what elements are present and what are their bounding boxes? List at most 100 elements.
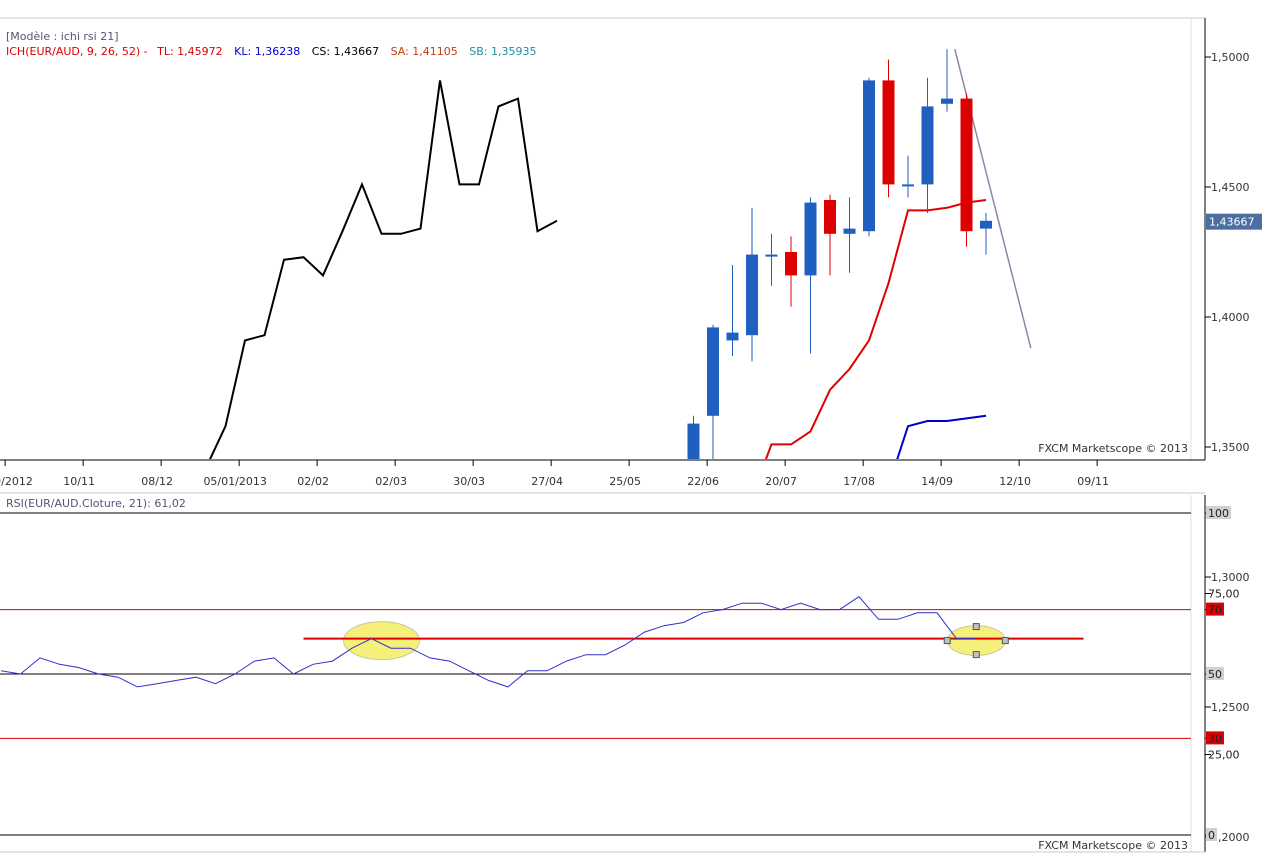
cloud-segment xyxy=(538,616,558,759)
cloud-segment xyxy=(616,655,636,728)
ichimoku-cloud xyxy=(11,525,1240,775)
candle-body xyxy=(765,254,778,257)
candle-body xyxy=(610,652,622,657)
rsi-axis: 100 75,00 70 50 30 25,00 0 xyxy=(1205,506,1240,842)
rsi-tick-label: 70 xyxy=(1208,604,1222,617)
cloud-segment xyxy=(869,723,889,752)
candle-body xyxy=(395,587,407,589)
model-label: [Modèle : ichi rsi 21] xyxy=(6,30,119,43)
cloud-segment xyxy=(167,525,187,619)
candle-body xyxy=(668,473,680,525)
date-tick-label: 02/03 xyxy=(375,475,407,488)
cloud-segment xyxy=(986,652,1006,733)
cloud-segment xyxy=(889,694,909,751)
candle-body xyxy=(161,733,173,751)
rsi-label: RSI(EUR/AUD.Cloture, 21): 61,02 xyxy=(6,497,186,510)
price-tick-label: 1,2500 xyxy=(1211,701,1250,714)
candle-body xyxy=(532,702,544,762)
date-tick-label: 25/05 xyxy=(609,475,641,488)
date-axis: 15/09/2012 10/11 08/12 05/01/2013 02/02 02/03… xyxy=(0,460,1109,488)
price-tick-label: 1,4500 xyxy=(1211,181,1250,194)
cloud-segment xyxy=(752,728,772,751)
candle-body xyxy=(298,668,310,715)
candle-body xyxy=(454,645,466,658)
cloud-segment xyxy=(265,525,285,665)
candle-body xyxy=(863,80,875,232)
candle-body xyxy=(726,332,739,341)
cloud-segment xyxy=(284,533,304,679)
cs-label: CS: 1,43667 xyxy=(312,45,379,58)
date-tick-label: 02/02 xyxy=(297,475,329,488)
candle-body xyxy=(824,200,836,234)
kijun-line xyxy=(896,414,987,459)
cloud-segment xyxy=(479,616,499,775)
candle-body xyxy=(25,626,37,738)
tl-label: TL: 1,45972 xyxy=(156,45,223,58)
date-tick-label: 12/10 xyxy=(999,475,1031,488)
cloud-segment xyxy=(109,525,129,626)
candle-body xyxy=(941,98,953,104)
cloud-segment xyxy=(1084,660,1104,733)
candle-body xyxy=(551,699,563,707)
cloud-segment xyxy=(967,652,987,733)
rsi-plot xyxy=(0,512,1191,836)
cloud-segment xyxy=(694,655,714,743)
indicator-legend: ICH(EUR/AUD, 9, 26, 52) - TL: 1,45972 KL… xyxy=(6,45,537,58)
candle-body xyxy=(473,650,485,692)
candle-body xyxy=(960,98,973,232)
cloud-segment xyxy=(850,733,870,751)
cloud-segment xyxy=(226,525,246,655)
candle-body xyxy=(687,423,700,459)
candle-body xyxy=(103,712,115,725)
candle-body xyxy=(980,220,992,229)
ichimoku-lines xyxy=(209,49,1032,459)
cloud-segment xyxy=(577,655,597,738)
cloud-segment xyxy=(128,525,148,626)
cloud-segment xyxy=(596,655,616,730)
candle-body xyxy=(239,663,251,720)
cloud-segment xyxy=(323,554,343,728)
price-tick-label: 1,4000 xyxy=(1211,311,1250,324)
candle-body xyxy=(5,730,17,738)
candle-body xyxy=(902,184,914,187)
candle-body xyxy=(200,720,212,754)
candle-body xyxy=(785,252,797,276)
cloud-segment xyxy=(1006,642,1026,733)
last-price-badge: 1,43667 xyxy=(1206,213,1262,230)
price-tick-label: 1,5000 xyxy=(1211,51,1250,64)
candle-body xyxy=(882,80,895,185)
cloud-segment xyxy=(1103,665,1123,733)
candle-body xyxy=(376,548,388,592)
cloud-segment xyxy=(811,746,831,751)
cloud-segment xyxy=(733,715,753,751)
date-tick-label: 08/12 xyxy=(141,475,173,488)
selection-handle xyxy=(972,651,980,659)
candle-body xyxy=(415,585,427,632)
cloud-segment xyxy=(206,525,226,647)
date-tick-label: 22/06 xyxy=(687,475,719,488)
candle-body xyxy=(220,720,232,754)
cloud-segment xyxy=(557,616,577,749)
candle-body xyxy=(707,327,719,416)
rsi-tick-label: 30 xyxy=(1208,732,1222,745)
date-tick-label: 30/03 xyxy=(453,475,485,488)
candle-body xyxy=(843,228,856,234)
cloud-segment xyxy=(11,525,31,642)
cloud-segment xyxy=(947,663,967,733)
candle-body xyxy=(83,676,95,707)
date-tick-label: 20/07 xyxy=(765,475,797,488)
cloud-segment xyxy=(1142,668,1162,733)
rsi-highlight xyxy=(343,621,420,661)
candle-body xyxy=(122,725,134,769)
rsi-level-badge xyxy=(1206,506,1231,519)
rsi-level-badge xyxy=(1206,602,1224,616)
cloud-segment xyxy=(1201,639,1221,727)
candle-body xyxy=(142,751,154,769)
cloud-segment xyxy=(187,525,207,616)
senkou-a-line xyxy=(11,611,1240,775)
candle-body xyxy=(571,655,583,712)
rsi-level-badge xyxy=(1206,731,1224,745)
candle-body xyxy=(44,629,56,660)
selection-handle xyxy=(943,637,951,645)
